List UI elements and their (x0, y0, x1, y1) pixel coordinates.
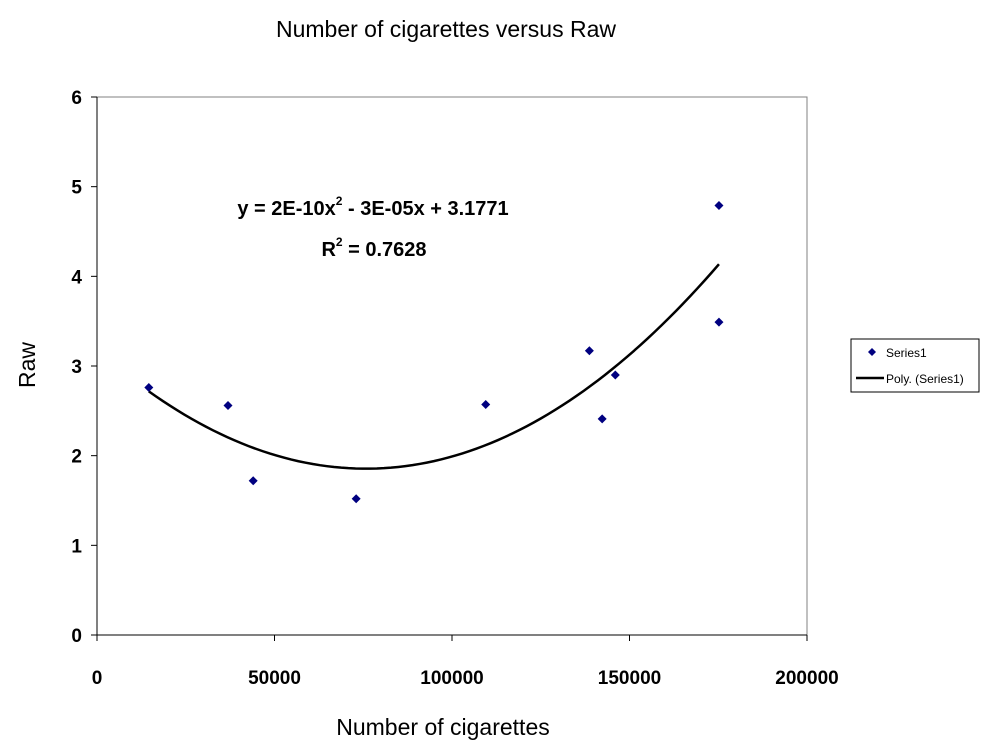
data-point (481, 400, 491, 410)
r2-prefix: R (321, 239, 336, 261)
legend-box (850, 338, 980, 393)
legend-trendline-label: Poly. (Series1) (886, 372, 964, 386)
y-tick-label: 4 (71, 267, 82, 288)
r-squared: R2 = 0.7628 (321, 235, 426, 261)
data-point (597, 414, 607, 424)
equation-exponent: 2 (336, 194, 343, 208)
chart-title: Number of cigarettes versus Raw (276, 16, 616, 42)
x-tick-label: 100000 (420, 668, 483, 689)
y-tick-label: 2 (71, 447, 82, 468)
r2-suffix: = 0.7628 (343, 239, 427, 261)
y-tick-label: 6 (71, 88, 82, 109)
plot-area (96, 96, 808, 636)
x-tick-label: 200000 (775, 668, 838, 689)
x-tick-label: 0 (92, 668, 103, 689)
data-point (610, 370, 620, 380)
data-point (584, 346, 594, 356)
data-point (248, 476, 258, 486)
data-point (223, 400, 233, 410)
equation-suffix: - 3E-05x + 3.1771 (342, 198, 508, 220)
y-tick-label: 5 (71, 178, 82, 199)
y-ticks: 0 1 2 3 4 5 6 (71, 88, 97, 647)
data-point (144, 383, 154, 393)
legend-series1-marker (868, 348, 876, 356)
r2-exponent: 2 (336, 235, 343, 249)
y-tick-label: 1 (71, 536, 82, 557)
legend: Series1 Poly. (Series1) (850, 338, 980, 393)
points-group (144, 200, 724, 504)
x-axis-title: Number of cigarettes (336, 714, 549, 740)
x-tick-label: 150000 (598, 668, 661, 689)
trendline-curve (148, 263, 720, 470)
y-tick-label: 3 (71, 357, 82, 378)
equation-prefix: y = 2E-10x (237, 198, 335, 220)
x-tick-label: 50000 (248, 668, 301, 689)
y-axis-title: Raw (14, 342, 40, 388)
data-point (714, 317, 724, 327)
data-point (714, 200, 724, 210)
trendline-equation: y = 2E-10x2 - 3E-05x + 3.1771 (237, 194, 508, 220)
x-ticks: 0 50000 100000 150000 200000 (92, 635, 839, 689)
y-tick-label: 0 (71, 626, 82, 647)
trendline-group (148, 263, 720, 470)
data-point (351, 494, 361, 504)
legend-series1-label: Series1 (886, 346, 927, 360)
